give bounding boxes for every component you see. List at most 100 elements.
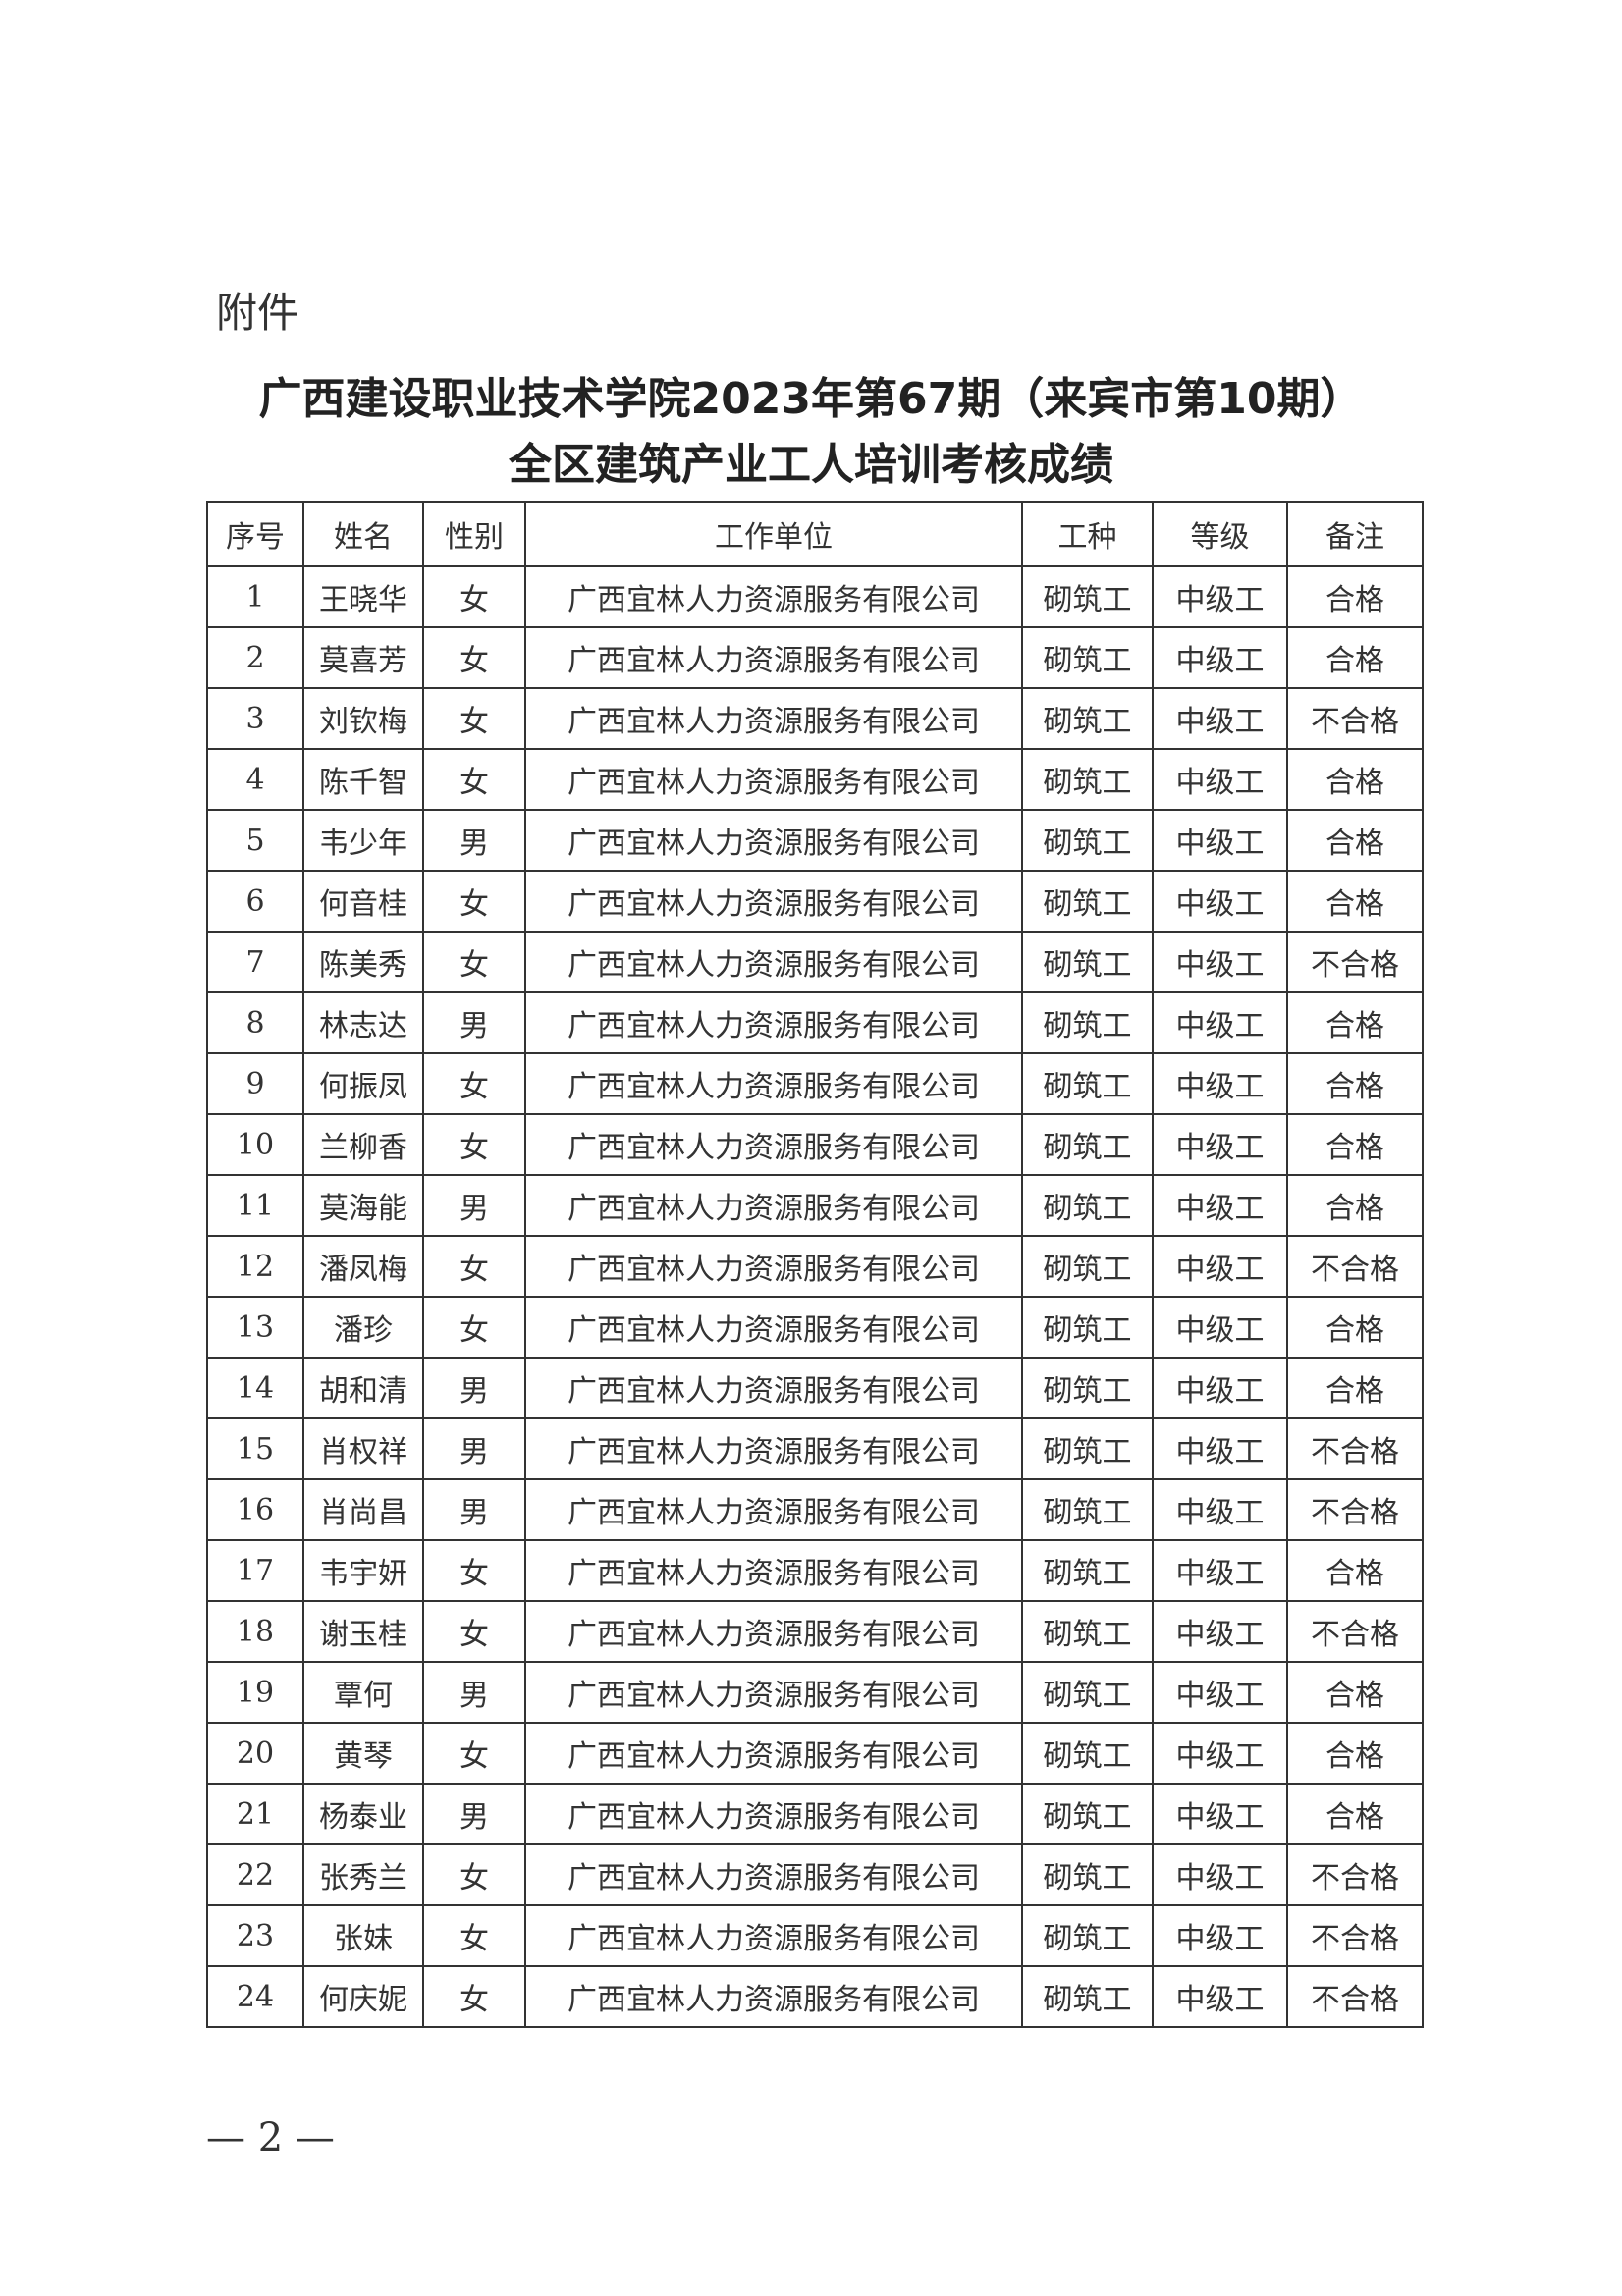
cell-level: 中级工	[1152, 1600, 1288, 1663]
cell-name: 谢玉桂	[302, 1600, 424, 1663]
cell-index: 8	[206, 991, 304, 1054]
cell-gender: 男	[422, 1783, 526, 1845]
header-employer: 工作单位	[524, 501, 1023, 567]
cell-level: 中级工	[1152, 626, 1288, 689]
cell-gender: 女	[422, 870, 526, 933]
cell-trade: 砌筑工	[1021, 1904, 1154, 1967]
cell-trade: 砌筑工	[1021, 1965, 1154, 2028]
cell-index: 17	[206, 1539, 304, 1602]
table-row: 18 谢玉桂女广西宜林人力资源服务有限公司 砌筑工 中级工 不合格	[206, 1600, 1424, 1663]
cell-trade: 砌筑工	[1021, 565, 1154, 628]
cell-index: 6	[206, 870, 304, 933]
cell-employer: 广西宜林人力资源服务有限公司	[524, 1296, 1023, 1359]
table-row: 19 覃何男广西宜林人力资源服务有限公司 砌筑工 中级工 合格	[206, 1661, 1424, 1724]
cell-index: 18	[206, 1600, 304, 1663]
cell-index: 24	[206, 1965, 304, 2028]
cell-trade: 砌筑工	[1021, 1113, 1154, 1176]
cell-trade: 砌筑工	[1021, 1843, 1154, 1906]
cell-remark: 合格	[1286, 1113, 1424, 1176]
cell-name: 莫海能	[302, 1174, 424, 1237]
cell-remark: 合格	[1286, 1052, 1424, 1115]
cell-gender: 女	[422, 1296, 526, 1359]
cell-remark: 合格	[1286, 748, 1424, 811]
cell-name: 兰柳香	[302, 1113, 424, 1176]
cell-level: 中级工	[1152, 748, 1288, 811]
cell-name: 何音桂	[302, 870, 424, 933]
cell-level: 中级工	[1152, 1904, 1288, 1967]
cell-remark: 合格	[1286, 1783, 1424, 1845]
cell-name: 张妹	[302, 1904, 424, 1967]
cell-trade: 砌筑工	[1021, 870, 1154, 933]
cell-trade: 砌筑工	[1021, 1052, 1154, 1115]
table-row: 12 潘凤梅女广西宜林人力资源服务有限公司 砌筑工 中级工 不合格	[206, 1235, 1424, 1298]
cell-level: 中级工	[1152, 1052, 1288, 1115]
cell-level: 中级工	[1152, 687, 1288, 750]
cell-level: 中级工	[1152, 1965, 1288, 2028]
table-row: 6 何音桂女广西宜林人力资源服务有限公司 砌筑工 中级工 合格	[206, 870, 1424, 933]
cell-trade: 砌筑工	[1021, 626, 1154, 689]
cell-gender: 男	[422, 1417, 526, 1480]
cell-remark: 不合格	[1286, 1965, 1424, 2028]
cell-gender: 女	[422, 1539, 526, 1602]
cell-remark: 合格	[1286, 809, 1424, 872]
cell-gender: 男	[422, 1174, 526, 1237]
cell-employer: 广西宜林人力资源服务有限公司	[524, 1478, 1023, 1541]
cell-remark: 合格	[1286, 870, 1424, 933]
header-level: 等级	[1152, 501, 1288, 567]
cell-gender: 女	[422, 1113, 526, 1176]
table-row: 8 林志达男广西宜林人力资源服务有限公司 砌筑工 中级工 合格	[206, 991, 1424, 1054]
cell-employer: 广西宜林人力资源服务有限公司	[524, 931, 1023, 993]
cell-gender: 女	[422, 1722, 526, 1785]
cell-gender: 男	[422, 809, 526, 872]
cell-name: 林志达	[302, 991, 424, 1054]
cell-name: 黄琴	[302, 1722, 424, 1785]
cell-gender: 女	[422, 1843, 526, 1906]
cell-gender: 男	[422, 991, 526, 1054]
cell-employer: 广西宜林人力资源服务有限公司	[524, 687, 1023, 750]
cell-gender: 女	[422, 1904, 526, 1967]
cell-trade: 砌筑工	[1021, 1357, 1154, 1419]
cell-trade: 砌筑工	[1021, 1235, 1154, 1298]
cell-trade: 砌筑工	[1021, 1661, 1154, 1724]
cell-employer: 广西宜林人力资源服务有限公司	[524, 1052, 1023, 1115]
cell-index: 13	[206, 1296, 304, 1359]
cell-name: 肖尚昌	[302, 1478, 424, 1541]
cell-employer: 广西宜林人力资源服务有限公司	[524, 1904, 1023, 1967]
cell-name: 莫喜芳	[302, 626, 424, 689]
cell-name: 刘钦梅	[302, 687, 424, 750]
cell-trade: 砌筑工	[1021, 748, 1154, 811]
cell-employer: 广西宜林人力资源服务有限公司	[524, 748, 1023, 811]
cell-name: 覃何	[302, 1661, 424, 1724]
cell-index: 12	[206, 1235, 304, 1298]
cell-gender: 男	[422, 1357, 526, 1419]
cell-employer: 广西宜林人力资源服务有限公司	[524, 1661, 1023, 1724]
cell-employer: 广西宜林人力资源服务有限公司	[524, 1113, 1023, 1176]
table-row: 21 杨泰业男广西宜林人力资源服务有限公司 砌筑工 中级工 合格	[206, 1783, 1424, 1845]
cell-index: 4	[206, 748, 304, 811]
table-row: 23 张妹女广西宜林人力资源服务有限公司 砌筑工 中级工 不合格	[206, 1904, 1424, 1967]
cell-remark: 合格	[1286, 991, 1424, 1054]
cell-gender: 女	[422, 626, 526, 689]
cell-employer: 广西宜林人力资源服务有限公司	[524, 1843, 1023, 1906]
cell-level: 中级工	[1152, 1174, 1288, 1237]
cell-trade: 砌筑工	[1021, 1417, 1154, 1480]
cell-trade: 砌筑工	[1021, 809, 1154, 872]
table-row: 13 潘珍女广西宜林人力资源服务有限公司 砌筑工 中级工 合格	[206, 1296, 1424, 1359]
table-row: 22 张秀兰女广西宜林人力资源服务有限公司 砌筑工 中级工 不合格	[206, 1843, 1424, 1906]
cell-name: 陈千智	[302, 748, 424, 811]
cell-index: 10	[206, 1113, 304, 1176]
cell-name: 张秀兰	[302, 1843, 424, 1906]
cell-remark: 不合格	[1286, 687, 1424, 750]
cell-level: 中级工	[1152, 809, 1288, 872]
cell-employer: 广西宜林人力资源服务有限公司	[524, 1357, 1023, 1419]
cell-remark: 不合格	[1286, 1478, 1424, 1541]
cell-remark: 合格	[1286, 1722, 1424, 1785]
cell-index: 11	[206, 1174, 304, 1237]
cell-remark: 合格	[1286, 1539, 1424, 1602]
cell-gender: 女	[422, 748, 526, 811]
cell-employer: 广西宜林人力资源服务有限公司	[524, 1600, 1023, 1663]
cell-remark: 不合格	[1286, 1904, 1424, 1967]
table-row: 10 兰柳香女广西宜林人力资源服务有限公司 砌筑工 中级工 合格	[206, 1113, 1424, 1176]
cell-index: 19	[206, 1661, 304, 1724]
cell-gender: 女	[422, 687, 526, 750]
